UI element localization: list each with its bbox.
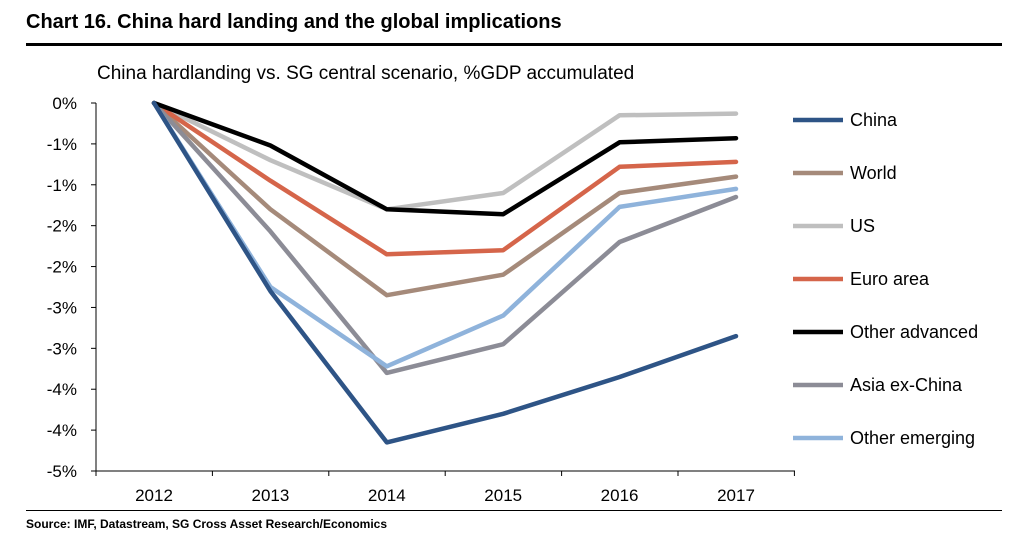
x-tick-label: 2012 [135, 486, 173, 505]
y-tick-label: -3% [47, 298, 77, 317]
chart-series [151, 100, 739, 445]
source-note: Source: IMF, Datastream, SG Cross Asset … [26, 517, 388, 531]
chart-title: Chart 16. China hard landing and the glo… [26, 11, 562, 33]
chart-subtitle: China hardlanding vs. SG central scenari… [97, 63, 635, 84]
series-line-china [151, 100, 739, 445]
x-tick-label: 2014 [368, 486, 406, 505]
x-tick-label: 2017 [717, 486, 755, 505]
legend-label-other-advanced: Other advanced [850, 322, 978, 342]
x-tick-label: 2015 [484, 486, 522, 505]
y-tick-label: -5% [47, 462, 77, 481]
y-tick-label: -2% [47, 258, 77, 277]
legend-label-us: US [850, 216, 875, 236]
x-tick-label: 2016 [601, 486, 639, 505]
series-line-euro-area [151, 100, 739, 257]
y-tick-label: -1% [47, 135, 77, 154]
legend-label-euro-area: Euro area [850, 269, 930, 289]
title-divider [26, 43, 1002, 46]
legend-label-china: China [850, 110, 898, 130]
series-line-world [151, 100, 739, 298]
y-tick-label: -4% [47, 421, 77, 440]
y-tick-label: 0% [52, 94, 77, 113]
series-line-asia-ex-china [151, 100, 739, 376]
chart-axes: 0% -1% -1% -2% -2% -3% -3% -4% -4% -5% 2012 2013 201… [47, 94, 795, 505]
legend-label-world: World [850, 163, 897, 183]
chart-legend: China World US Euro area Other advanced Asia … [793, 110, 978, 448]
y-tick-label: -1% [47, 176, 77, 195]
series-line-us [151, 100, 739, 212]
legend-label-asia-ex-china: Asia ex-China [850, 375, 963, 395]
y-tick-label: -3% [47, 339, 77, 358]
y-tick-label: -2% [47, 217, 77, 236]
footer-divider [26, 510, 1002, 511]
series-line-other-advanced [151, 100, 739, 217]
y-tick-label: -4% [47, 380, 77, 399]
x-tick-label: 2013 [251, 486, 289, 505]
legend-label-other-emerging: Other emerging [850, 428, 975, 448]
